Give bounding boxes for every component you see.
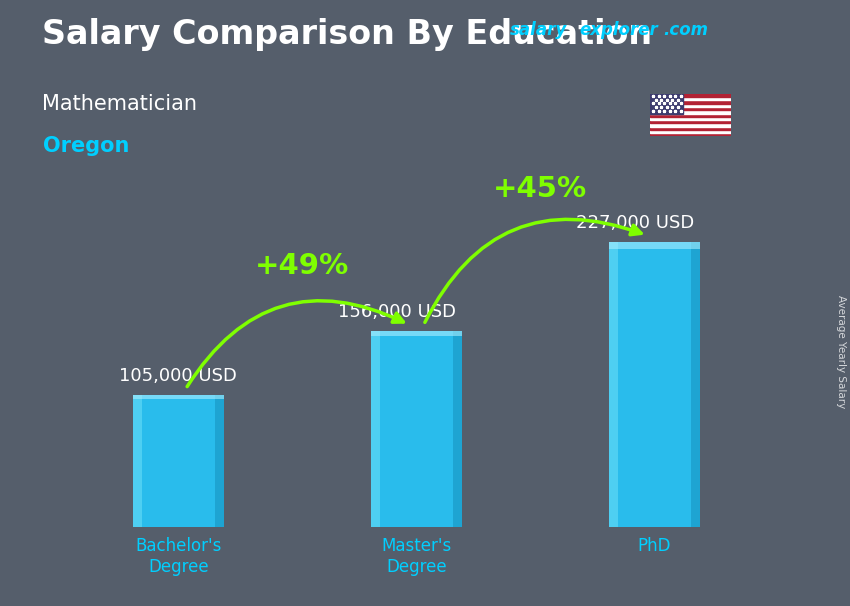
Bar bbox=[650, 120, 731, 123]
Bar bbox=[650, 113, 731, 117]
Bar bbox=[650, 104, 731, 107]
Bar bbox=[371, 331, 462, 336]
Text: Mathematician: Mathematician bbox=[42, 94, 197, 114]
Bar bbox=[133, 395, 142, 527]
Text: 156,000 USD: 156,000 USD bbox=[338, 303, 456, 321]
Text: .com: .com bbox=[663, 21, 708, 39]
Bar bbox=[650, 133, 731, 136]
Text: Average Yearly Salary: Average Yearly Salary bbox=[836, 295, 846, 408]
Bar bbox=[609, 242, 618, 527]
Bar bbox=[453, 331, 462, 527]
Text: explorer: explorer bbox=[580, 21, 659, 39]
Bar bbox=[650, 123, 731, 127]
Text: +49%: +49% bbox=[255, 251, 349, 280]
Text: Oregon: Oregon bbox=[42, 136, 129, 156]
Text: +45%: +45% bbox=[493, 175, 587, 203]
Bar bbox=[650, 117, 731, 120]
Bar bbox=[215, 395, 224, 527]
Bar bbox=[691, 242, 700, 527]
Text: salary: salary bbox=[510, 21, 567, 39]
Bar bbox=[650, 97, 731, 101]
Bar bbox=[650, 94, 731, 97]
Bar bbox=[371, 331, 462, 527]
Bar bbox=[650, 94, 683, 113]
Bar bbox=[133, 395, 224, 527]
Text: Salary Comparison By Education: Salary Comparison By Education bbox=[42, 18, 653, 51]
Text: 227,000 USD: 227,000 USD bbox=[576, 214, 694, 232]
Bar bbox=[133, 395, 224, 399]
Text: 105,000 USD: 105,000 USD bbox=[119, 367, 237, 385]
Bar bbox=[371, 331, 380, 527]
Bar bbox=[650, 110, 731, 113]
Bar bbox=[609, 242, 700, 249]
Bar bbox=[650, 127, 731, 130]
Bar bbox=[650, 101, 731, 104]
Bar bbox=[650, 130, 731, 133]
Bar bbox=[609, 242, 700, 527]
Bar bbox=[650, 107, 731, 110]
